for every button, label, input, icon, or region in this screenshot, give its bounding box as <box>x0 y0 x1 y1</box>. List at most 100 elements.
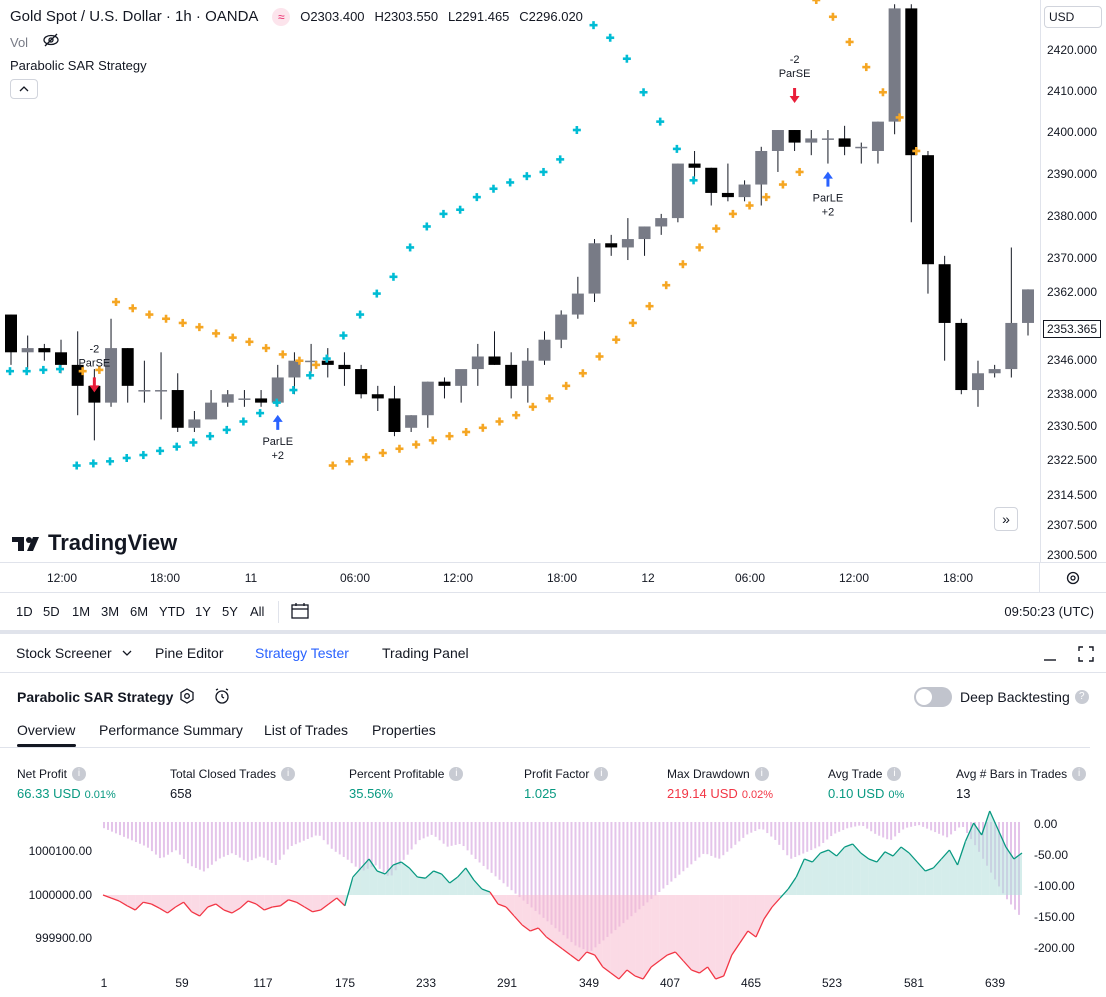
sar-marker <box>695 243 704 252</box>
tab-pine-editor[interactable]: Pine Editor <box>155 645 224 661</box>
drawdown-bar <box>870 822 873 832</box>
drawdown-bar <box>402 822 405 860</box>
utc-clock[interactable]: 09:50:23 (UTC) <box>1004 604 1094 619</box>
maximize-icon <box>1078 646 1094 662</box>
equity-line <box>956 840 967 866</box>
equity-line <box>408 867 418 878</box>
deep-backtesting-toggle[interactable] <box>914 687 952 707</box>
scroll-to-realtime-button[interactable]: » <box>994 507 1018 531</box>
equity-line <box>844 843 853 848</box>
indicator-name[interactable]: Parabolic SAR Strategy <box>10 58 147 73</box>
time-axis[interactable]: 12:00 18:00 11 06:00 12:00 18:00 12 06:00 12:00 1… <box>0 562 1040 592</box>
equity-area <box>651 895 660 967</box>
price-chart[interactable]: -2 ParSE ParLE +2 -2 ParSE ParLE +2 <box>0 0 1040 562</box>
candle <box>121 348 134 403</box>
info-icon[interactable]: i <box>449 767 464 781</box>
drawdown-bar <box>526 822 529 905</box>
range-button-all[interactable]: All <box>250 604 265 619</box>
add-alert-button[interactable] <box>213 687 231 710</box>
double-chevron-right-icon: » <box>1002 511 1010 527</box>
signal-parse[interactable]: -2 ParSE <box>78 343 110 393</box>
signal-parle[interactable]: ParLE +2 <box>262 414 293 462</box>
maximize-panel-button[interactable] <box>1076 644 1096 669</box>
info-icon[interactable]: i <box>887 767 902 781</box>
chart-settings-button[interactable] <box>1040 562 1106 592</box>
equity-line <box>159 907 168 914</box>
equity-area <box>707 895 716 979</box>
drawdown-bar <box>754 822 757 831</box>
candle <box>488 331 501 365</box>
equity-area <box>715 895 724 979</box>
panel-divider[interactable] <box>0 630 1106 634</box>
sar-marker <box>195 323 204 332</box>
info-icon[interactable]: i <box>72 767 87 781</box>
info-icon[interactable]: i <box>754 767 769 781</box>
eye-hidden-icon[interactable] <box>42 33 60 50</box>
range-button-6m[interactable]: 6M <box>130 604 149 619</box>
tab-trading-panel[interactable]: Trading Panel <box>382 645 469 661</box>
tradingview-logo[interactable]: TradingView <box>12 530 177 556</box>
equity-area <box>1005 847 1014 895</box>
drawdown-bar <box>658 822 661 892</box>
info-icon[interactable]: i <box>1072 767 1087 781</box>
equity-chart[interactable]: 1000100.00 1000000.00 999900.00 0.00 -50.00 -… <box>0 810 1106 997</box>
range-button-ytd[interactable]: YTD <box>159 604 185 619</box>
indicator-badge-icon[interactable]: ≈ <box>272 8 291 26</box>
drawdown-bar <box>874 822 877 834</box>
info-icon[interactable]: i <box>594 767 609 781</box>
equity-area <box>1013 853 1022 895</box>
subtab-properties[interactable]: Properties <box>372 722 436 738</box>
equity-line <box>296 901 305 908</box>
range-button-3m[interactable]: 3M <box>101 604 120 619</box>
drawdown-bar <box>666 822 669 886</box>
sar-marker <box>278 350 287 359</box>
indicator-legend[interactable]: Parabolic SAR Strategy <box>10 58 147 73</box>
drawdown-bar <box>106 822 109 830</box>
equity-area <box>909 853 918 895</box>
drawdown-bar <box>438 822 441 841</box>
symbol-title[interactable]: Gold Spot / U.S. Dollar · 1h · OANDA <box>10 8 259 25</box>
range-button-5y[interactable]: 5Y <box>222 604 238 619</box>
sar-marker <box>578 369 587 378</box>
price-axis[interactable]: USD 2420.000 2410.000 2400.000 2390.000 2380… <box>1040 0 1106 562</box>
equity-x-tick: 175 <box>335 976 355 990</box>
drawdown-bar <box>586 822 589 951</box>
signal-parle[interactable]: ParLE +2 <box>813 171 844 219</box>
price-tick: 2322.500 <box>1047 453 1098 467</box>
range-button-1d[interactable]: 1D <box>16 604 33 619</box>
time-tick: 12 <box>641 571 655 585</box>
goto-date-button[interactable] <box>290 601 310 626</box>
candle <box>721 163 734 202</box>
sar-marker <box>239 417 248 426</box>
strategy-settings-button[interactable] <box>179 688 195 709</box>
equity-line <box>126 905 136 911</box>
equity-line <box>602 966 612 974</box>
tab-strategy-tester[interactable]: Strategy Tester <box>255 645 349 661</box>
info-icon[interactable]: i <box>281 767 296 781</box>
price-chart-canvas[interactable]: -2 ParSE ParLE +2 -2 ParSE ParLE +2 <box>0 0 1040 562</box>
signal-parse[interactable]: -2 ParSE <box>779 54 811 103</box>
drawdown-bar <box>342 822 345 857</box>
currency-selector[interactable]: USD <box>1044 6 1102 28</box>
candle <box>438 377 451 399</box>
subtab-list-of-trades[interactable]: List of Trades <box>264 722 349 738</box>
help-icon[interactable]: ? <box>1074 690 1089 704</box>
range-button-1y[interactable]: 1Y <box>195 604 211 619</box>
equity-line <box>400 861 410 869</box>
sar-marker <box>72 461 81 470</box>
subtab-performance-summary[interactable]: Performance Summary <box>99 722 243 738</box>
collapse-legend-button[interactable] <box>10 79 38 99</box>
drawdown-bar <box>534 822 537 911</box>
equity-area <box>578 895 587 961</box>
subtab-overview[interactable]: Overview <box>17 722 76 738</box>
sar-marker <box>522 172 531 181</box>
minimize-panel-button[interactable] <box>1042 648 1058 669</box>
equity-area <box>893 847 902 895</box>
drawdown-bar <box>610 822 613 934</box>
range-button-5d[interactable]: 5D <box>43 604 60 619</box>
candle <box>821 130 834 164</box>
range-button-1m[interactable]: 1M <box>72 604 91 619</box>
drawdown-bar <box>690 822 693 865</box>
drawdown-bar <box>134 822 137 843</box>
tab-stock-screener[interactable]: Stock Screener <box>16 645 132 661</box>
